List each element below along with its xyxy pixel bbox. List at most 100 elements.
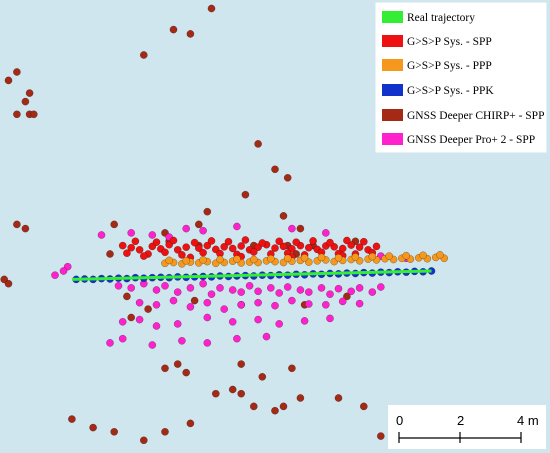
data-point — [199, 279, 207, 288]
legend-swatch — [382, 84, 403, 96]
data-point — [203, 298, 212, 307]
data-point — [51, 271, 59, 280]
data-point — [4, 279, 13, 288]
legend-box — [375, 2, 547, 153]
data-point — [131, 237, 140, 246]
data-point — [127, 243, 135, 252]
data-point — [13, 220, 21, 229]
scale-label-0: 0 — [396, 413, 403, 428]
data-point — [275, 289, 284, 297]
data-point — [173, 245, 182, 254]
legend-item: G>S>P Sys. - PPK — [382, 84, 494, 97]
data-point — [194, 220, 203, 229]
data-point — [152, 286, 161, 294]
data-point — [262, 332, 271, 341]
data-point — [178, 336, 186, 345]
data-point — [148, 231, 157, 239]
data-point — [254, 287, 262, 296]
data-point — [288, 296, 296, 305]
data-point — [228, 286, 237, 294]
data-point — [359, 402, 368, 411]
legend-label: G>S>P Sys. - SPP — [407, 36, 492, 48]
data-point — [199, 248, 207, 257]
data-point — [237, 242, 245, 250]
legend-item: GNSS Deeper CHIRP+ - SPP — [382, 109, 544, 122]
data-point — [321, 300, 330, 309]
data-point — [173, 288, 182, 296]
data-point — [211, 389, 220, 398]
data-point — [224, 237, 233, 246]
data-point — [237, 360, 245, 368]
data-point — [249, 248, 258, 256]
data-point — [199, 256, 207, 264]
data-point — [436, 251, 444, 259]
data-point — [245, 281, 254, 290]
data-point — [355, 243, 364, 251]
data-point — [152, 322, 161, 330]
data-point — [249, 402, 258, 411]
data-point — [233, 255, 241, 263]
data-point — [376, 432, 385, 440]
data-point — [139, 51, 148, 59]
data-point — [304, 288, 313, 296]
data-point — [241, 236, 250, 244]
data-point — [161, 281, 169, 290]
data-point — [266, 254, 275, 263]
data-point — [203, 207, 212, 216]
series-2 — [161, 251, 449, 268]
data-point — [182, 224, 190, 233]
data-point — [169, 25, 178, 34]
series-0 — [71, 269, 432, 281]
data-point — [161, 248, 169, 257]
data-point — [288, 224, 296, 233]
data-point — [385, 252, 394, 260]
data-point — [114, 281, 123, 290]
legend-swatch — [382, 11, 403, 23]
data-point — [275, 320, 284, 328]
data-point — [21, 97, 30, 106]
data-point — [241, 190, 250, 199]
data-point — [347, 287, 356, 296]
data-point — [304, 300, 313, 308]
data-point — [220, 305, 228, 313]
legend-swatch — [382, 35, 403, 47]
data-point — [21, 224, 30, 233]
data-point — [186, 30, 195, 38]
data-point — [271, 301, 279, 310]
data-point — [334, 284, 343, 293]
data-point — [110, 427, 118, 436]
data-point — [343, 236, 351, 245]
legend-item: GNSS Deeper Pro+ 2 - SPP — [382, 133, 535, 146]
data-point — [186, 419, 195, 428]
data-point — [254, 298, 262, 307]
series-1 — [118, 236, 381, 262]
data-point — [127, 284, 135, 292]
data-point — [13, 110, 21, 119]
data-point — [376, 283, 385, 291]
legend-swatch — [382, 109, 403, 121]
data-point — [326, 238, 334, 247]
data-point — [13, 68, 21, 76]
data-point — [271, 165, 279, 174]
scale-label-2: 2 — [457, 413, 464, 428]
data-point — [275, 237, 284, 246]
data-point — [343, 292, 351, 301]
data-point — [216, 284, 224, 292]
data-point — [271, 244, 279, 252]
data-point — [123, 292, 131, 301]
data-point — [233, 334, 241, 343]
data-point — [351, 253, 360, 261]
data-point — [173, 360, 182, 368]
data-point — [182, 368, 190, 377]
data-point — [135, 298, 144, 307]
scale-bar-box — [388, 405, 546, 449]
legend: Real trajectory G>S>P Sys. - SPP G>S>P S… — [375, 2, 547, 153]
data-point — [169, 296, 178, 305]
data-point — [203, 313, 212, 322]
data-point — [4, 76, 13, 85]
data-point — [123, 249, 131, 257]
data-point — [254, 140, 262, 148]
legend-label: G>S>P Sys. - PPP — [407, 60, 492, 72]
data-point — [283, 173, 292, 182]
